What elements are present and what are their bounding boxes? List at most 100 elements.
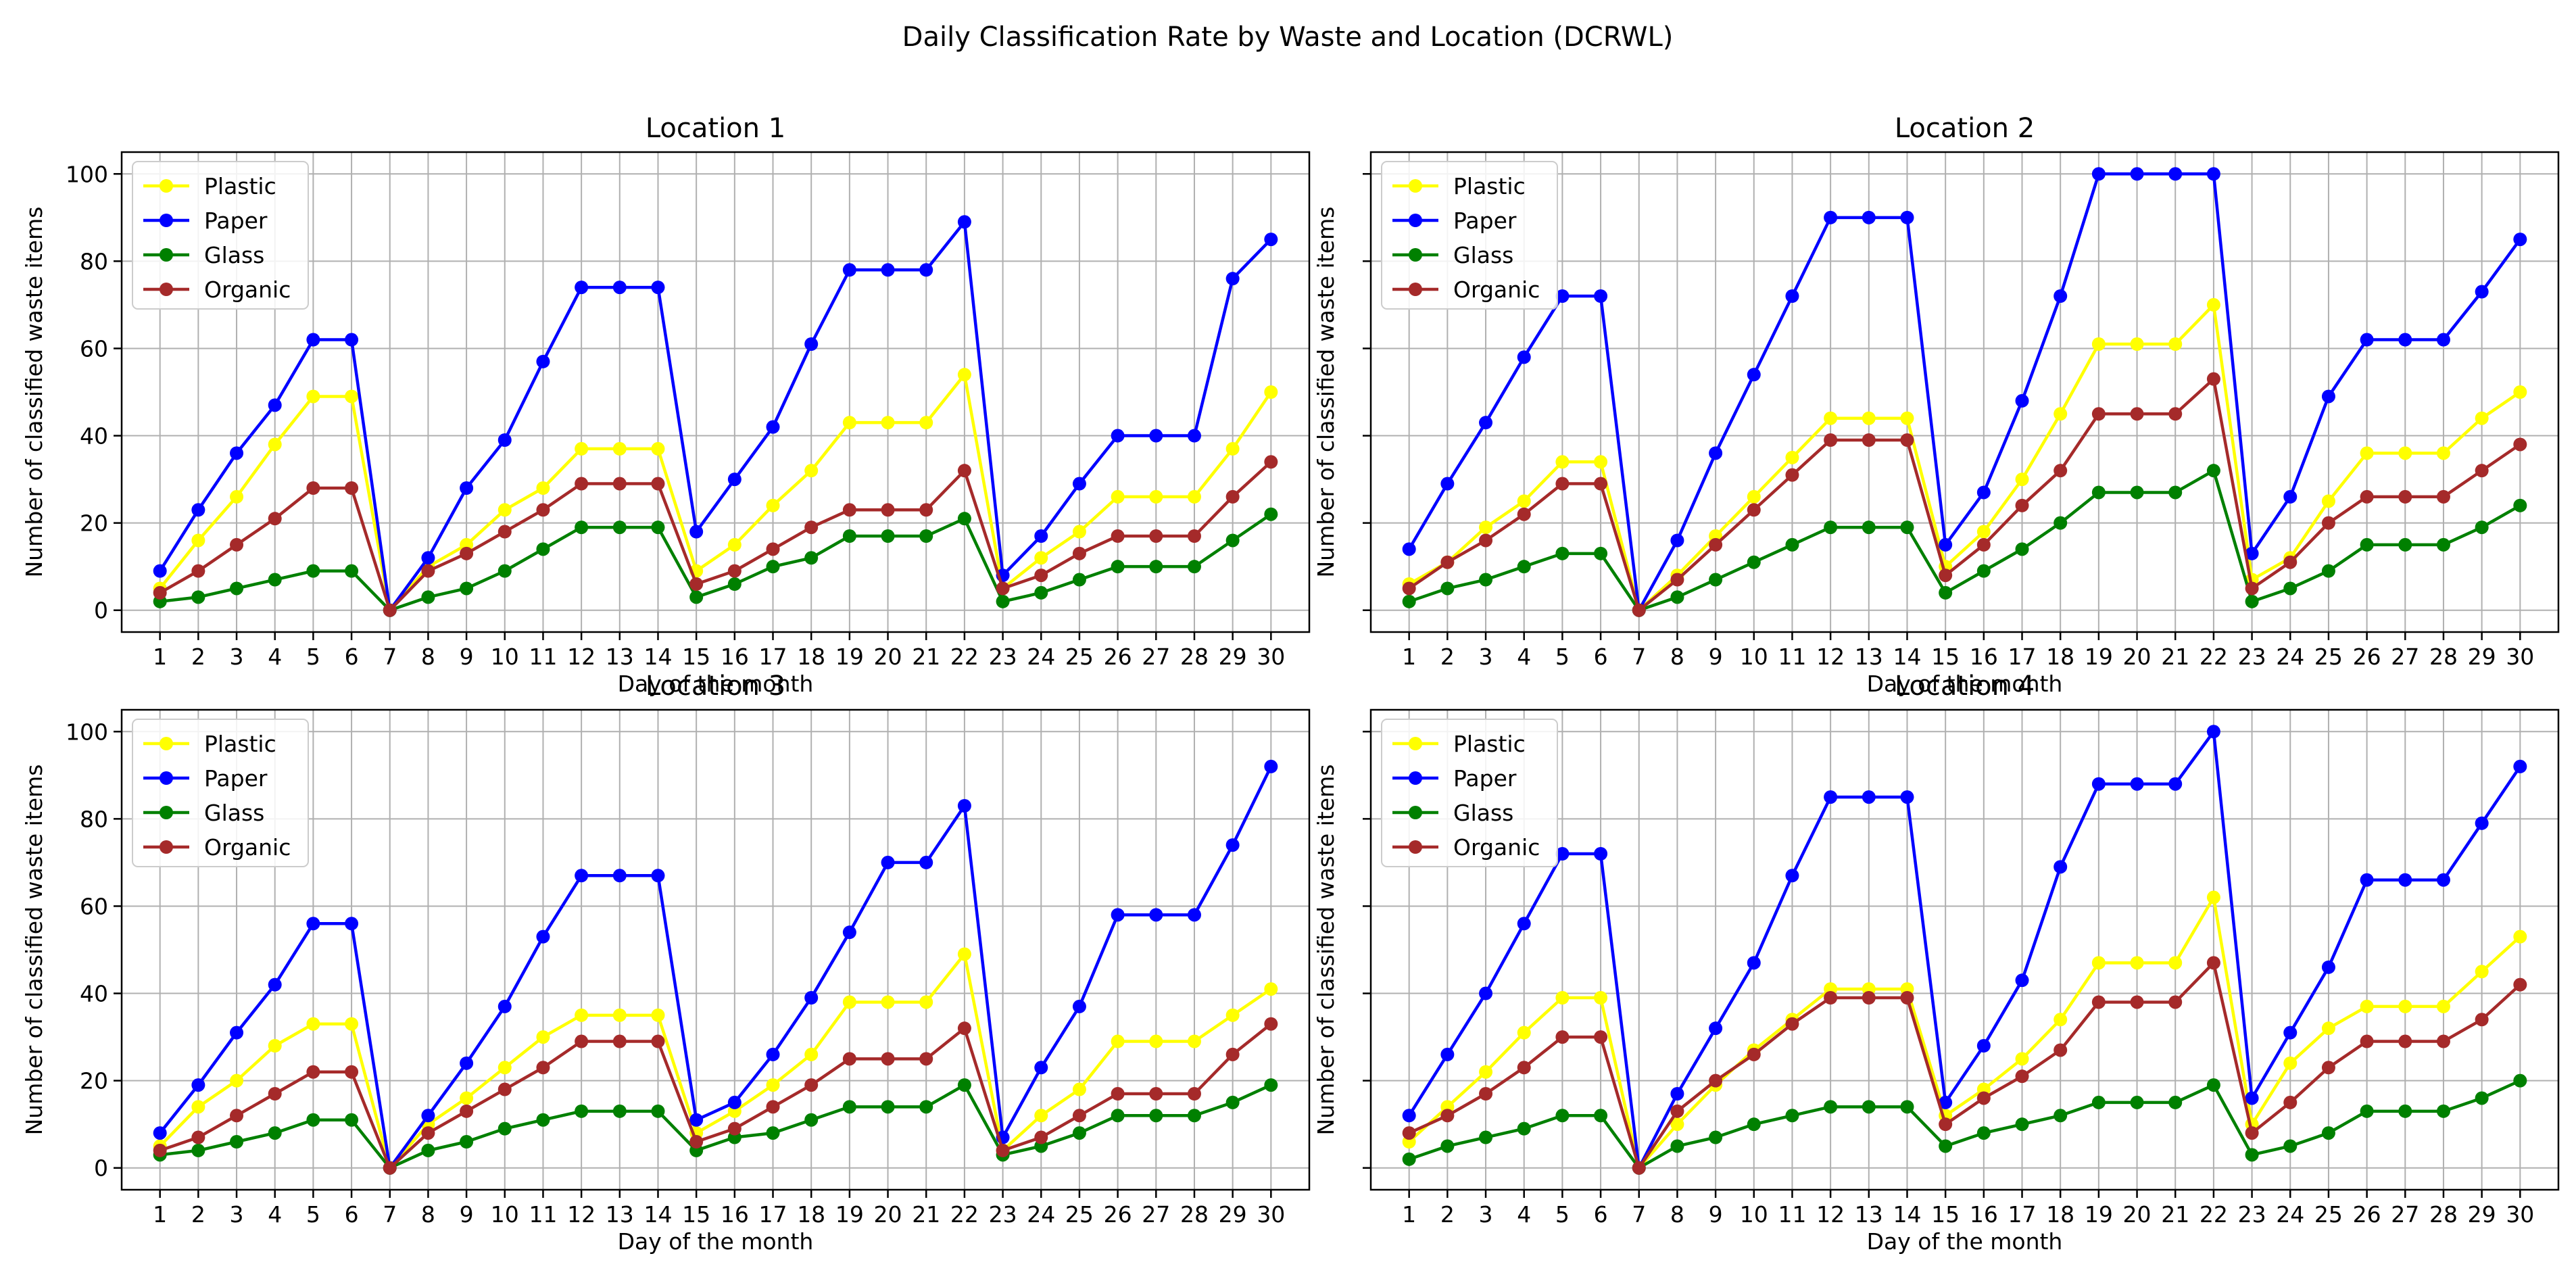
data-point-plastic (842, 416, 856, 430)
data-point-glass (2245, 594, 2259, 608)
x-tick-label: 5 (306, 644, 320, 670)
x-tick-label: 20 (874, 1201, 902, 1228)
data-point-organic (1632, 603, 1646, 617)
data-point-organic (957, 464, 971, 478)
data-point-paper (727, 473, 742, 487)
data-point-plastic (919, 416, 933, 430)
data-point-plastic (651, 441, 665, 456)
data-point-organic (421, 1126, 435, 1140)
x-tick-label: 9 (1709, 644, 1723, 670)
y-tick-label: 20 (80, 1068, 108, 1094)
data-point-glass (2015, 542, 2029, 556)
data-point-glass (881, 529, 895, 543)
data-point-glass (536, 542, 550, 556)
data-point-glass (1440, 1139, 1455, 1153)
data-point-glass (2436, 1104, 2450, 1118)
data-point-paper (421, 1109, 435, 1123)
data-point-paper (2053, 860, 2068, 874)
data-point-paper (1670, 1087, 1684, 1101)
data-point-paper (2360, 873, 2374, 887)
data-point-plastic (1111, 1034, 1125, 1048)
data-point-glass (1072, 573, 1086, 587)
x-tick-label: 26 (1104, 644, 1132, 670)
data-point-paper (2283, 489, 2298, 504)
x-axis-label: Day of the month (618, 671, 814, 697)
data-point-organic (1402, 581, 1416, 596)
data-point-organic (1440, 555, 1455, 569)
y-axis-label: Number of classified waste items (21, 207, 47, 578)
data-point-glass (1670, 1139, 1684, 1153)
data-point-organic (957, 1021, 971, 1036)
data-point-paper (2436, 333, 2450, 347)
x-tick-label: 20 (874, 644, 902, 670)
x-tick-label: 28 (1180, 644, 1209, 670)
x-tick-label: 2 (1440, 644, 1455, 670)
data-point-paper (2130, 167, 2144, 181)
data-point-glass (497, 1121, 512, 1136)
x-tick-label: 30 (2506, 644, 2534, 670)
data-point-paper (1555, 289, 1570, 303)
y-axis-label: Number of classified waste items (1313, 207, 1339, 578)
data-point-plastic (2513, 385, 2527, 399)
x-tick-label: 4 (1517, 644, 1531, 670)
data-point-glass (1785, 1109, 1799, 1123)
data-point-organic (1594, 477, 1608, 491)
x-tick-label: 8 (1670, 644, 1684, 670)
data-point-paper (1149, 908, 1163, 922)
data-point-plastic (766, 498, 780, 512)
data-point-paper (1187, 429, 1201, 443)
data-point-organic (1264, 455, 1278, 469)
data-point-glass (1747, 1117, 1761, 1132)
series-paper (1402, 167, 2527, 617)
data-point-glass (2283, 581, 2298, 596)
x-tick-label: 3 (1479, 644, 1493, 670)
legend-marker (160, 214, 173, 227)
data-point-organic (497, 1082, 512, 1096)
legend-label: Glass (204, 800, 264, 826)
series-glass (1402, 1073, 2527, 1175)
data-point-plastic (2015, 473, 2029, 487)
data-point-paper (2321, 389, 2335, 404)
data-point-organic (919, 503, 933, 517)
data-point-glass (1709, 1130, 1723, 1144)
legend-label: Plastic (204, 173, 276, 199)
data-point-plastic (1900, 411, 1914, 425)
data-point-plastic (2321, 1021, 2335, 1036)
data-point-paper (1976, 1039, 1991, 1053)
legend-item-paper: Paper (1392, 765, 1517, 792)
data-point-paper (1034, 1061, 1048, 1075)
data-point-glass (1517, 560, 1531, 574)
data-point-glass (766, 1126, 780, 1140)
data-point-glass (1072, 1126, 1086, 1140)
data-point-paper (1747, 956, 1761, 970)
data-point-organic (1900, 991, 1914, 1005)
x-tick-label: 24 (2276, 644, 2304, 670)
y-tick-label: 60 (80, 893, 108, 919)
x-tick-label: 10 (1740, 644, 1768, 670)
data-point-glass (2245, 1148, 2259, 1162)
x-tick-label: 20 (2123, 644, 2152, 670)
x-tick-label: 22 (2200, 644, 2228, 670)
y-tick-label: 0 (94, 1155, 108, 1182)
data-point-plastic (1594, 991, 1608, 1005)
x-tick-label: 19 (835, 1201, 864, 1228)
data-point-glass (1976, 1126, 1991, 1140)
data-point-plastic (1976, 525, 1991, 539)
data-point-paper (1939, 1095, 1953, 1109)
data-point-organic (1670, 573, 1684, 587)
x-tick-label: 15 (682, 1201, 710, 1228)
x-tick-label: 8 (1670, 1201, 1684, 1228)
data-point-plastic (1517, 494, 1531, 508)
data-point-paper (1072, 477, 1086, 491)
x-tick-label: 14 (643, 644, 672, 670)
x-tick-label: 13 (606, 644, 634, 670)
data-point-organic (1034, 1130, 1048, 1144)
legend-item-paper: Paper (143, 208, 268, 234)
data-point-paper (575, 869, 589, 883)
legend-label: Paper (204, 765, 268, 792)
data-point-glass (2283, 1139, 2298, 1153)
data-point-plastic (1034, 551, 1048, 565)
data-point-paper (1479, 986, 1493, 1000)
x-tick-label: 22 (950, 1201, 979, 1228)
x-tick-label: 7 (1632, 1201, 1646, 1228)
